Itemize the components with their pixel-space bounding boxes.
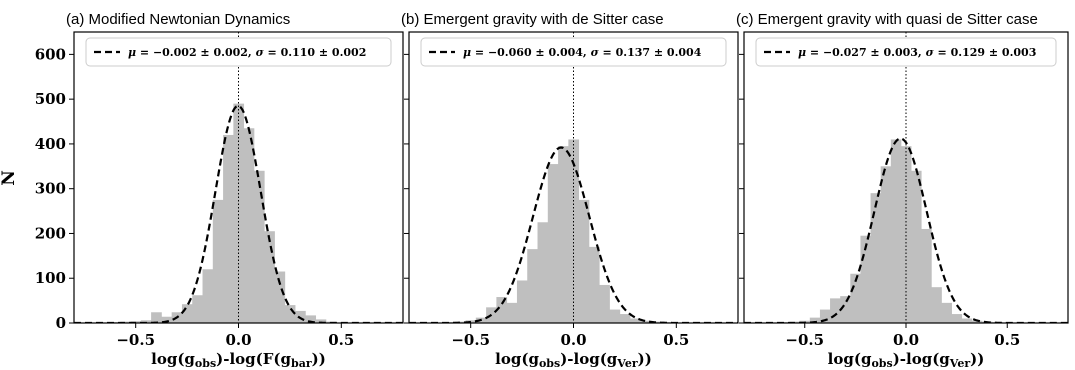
histogram-bar <box>212 199 224 323</box>
histogram-bar <box>830 298 841 323</box>
histogram-bar <box>202 269 214 323</box>
histogram-bar <box>850 273 861 323</box>
histogram-bar <box>315 319 327 323</box>
x-tick-label: −0.5 <box>116 331 155 349</box>
histogram-bar <box>120 321 131 323</box>
histogram-bar <box>151 312 162 323</box>
legend-box <box>85 37 392 67</box>
histogram-bar <box>516 280 528 323</box>
histogram-bar <box>619 314 631 323</box>
histogram-bar <box>305 315 317 323</box>
histogram-bar <box>527 249 538 323</box>
histogram-bar <box>264 231 275 323</box>
panel-title: (c) Emergent gravity with quasi de Sitte… <box>736 11 1038 28</box>
panel-title: (a) Modified Newtonian Dynamics <box>66 11 290 28</box>
histogram-bar <box>223 134 234 323</box>
histogram-bar <box>870 193 882 323</box>
y-tick-label: 100 <box>35 269 66 287</box>
x-tick-label: 0.5 <box>994 331 1020 349</box>
y-tick-label: 200 <box>35 224 66 242</box>
histogram-bar <box>900 146 912 323</box>
plot-area <box>409 32 738 323</box>
x-tick-label: 0.0 <box>225 331 251 349</box>
histogram-bar <box>506 302 518 323</box>
histogram-bar <box>961 318 973 323</box>
x-tick-label: −0.5 <box>451 331 490 349</box>
histogram-bar <box>455 321 466 323</box>
histogram-bar <box>558 146 569 323</box>
histogram-bar <box>890 139 902 323</box>
plot-area <box>744 32 1068 323</box>
histogram-bar <box>181 304 193 323</box>
histogram-bar <box>537 222 549 323</box>
histogram-bar <box>578 199 590 323</box>
legend-label: μ = −0.060 ± 0.004, σ = 0.137 ± 0.004 <box>463 46 702 59</box>
legend-label: μ = −0.002 ± 0.002, σ = 0.110 ± 0.002 <box>128 46 366 59</box>
histogram-bar <box>233 103 245 323</box>
histogram-bar <box>941 302 952 323</box>
histogram-bar <box>819 309 831 323</box>
histogram-bar <box>640 320 652 323</box>
x-axis-label: log(gobs)-log(F(gbar)) <box>151 350 326 370</box>
x-tick-label: 0.0 <box>893 331 919 349</box>
histogram-bar <box>588 246 600 323</box>
histogram-bar <box>274 271 286 323</box>
histogram-bar <box>809 317 821 323</box>
panel-1: 0 100 200 300 400 500 600 −0.5 0.0 0.5 (a) Modifie… <box>35 11 404 370</box>
histogram-bar <box>951 314 963 323</box>
histogram-bar <box>921 228 932 323</box>
histogram-bar <box>496 297 508 323</box>
gaussian-fit-curve <box>744 137 1068 323</box>
histogram-bar <box>931 287 942 323</box>
histogram-bar <box>630 318 641 323</box>
legend-box <box>755 37 1057 67</box>
histogram-bar <box>547 164 559 323</box>
legend-label: μ = −0.027 ± 0.003, σ = 0.129 ± 0.003 <box>798 46 1036 59</box>
y-tick-label: 600 <box>35 45 66 63</box>
x-axis-label: log(gobs)-log(gVer)) <box>828 350 985 370</box>
histogram-bar <box>243 128 255 323</box>
histogram-bar <box>161 316 173 323</box>
legend-box <box>420 37 727 67</box>
histogram-bar <box>284 305 296 323</box>
histogram-bar <box>860 235 871 323</box>
x-tick-label: 0.5 <box>663 331 689 349</box>
y-tick-label: 500 <box>35 90 66 108</box>
y-tick-label: 300 <box>35 180 66 198</box>
histogram-bar <box>609 309 621 323</box>
histogram-bar <box>568 139 580 323</box>
x-tick-label: −0.5 <box>785 331 824 349</box>
panel-2: −0.5 0.0 0.5 (b) Emergent gravity with de S… <box>401 11 739 370</box>
histogram-bar <box>599 284 610 323</box>
panel-3: −0.5 0.0 0.5 (c) Emergent gravity with quas… <box>736 11 1069 370</box>
plot-area <box>74 32 403 323</box>
panel-title: (b) Emergent gravity with de Sitter case <box>401 11 664 28</box>
histogram-bar <box>880 166 892 323</box>
x-tick-label: 0.0 <box>560 331 586 349</box>
histogram-bar <box>140 320 152 323</box>
shared-y-axis-label: N <box>0 170 19 186</box>
histogram-bar <box>911 170 922 323</box>
histogram-bar <box>840 296 851 323</box>
histogram-bar <box>971 320 983 323</box>
x-tick-label: 0.5 <box>328 331 354 349</box>
y-tick-label: 400 <box>35 135 66 153</box>
x-axis-label: log(gobs)-log(gVer)) <box>495 350 652 370</box>
histogram-bar <box>192 295 203 323</box>
y-tick-label: 0 <box>56 314 66 332</box>
histogram-bar <box>253 170 265 323</box>
